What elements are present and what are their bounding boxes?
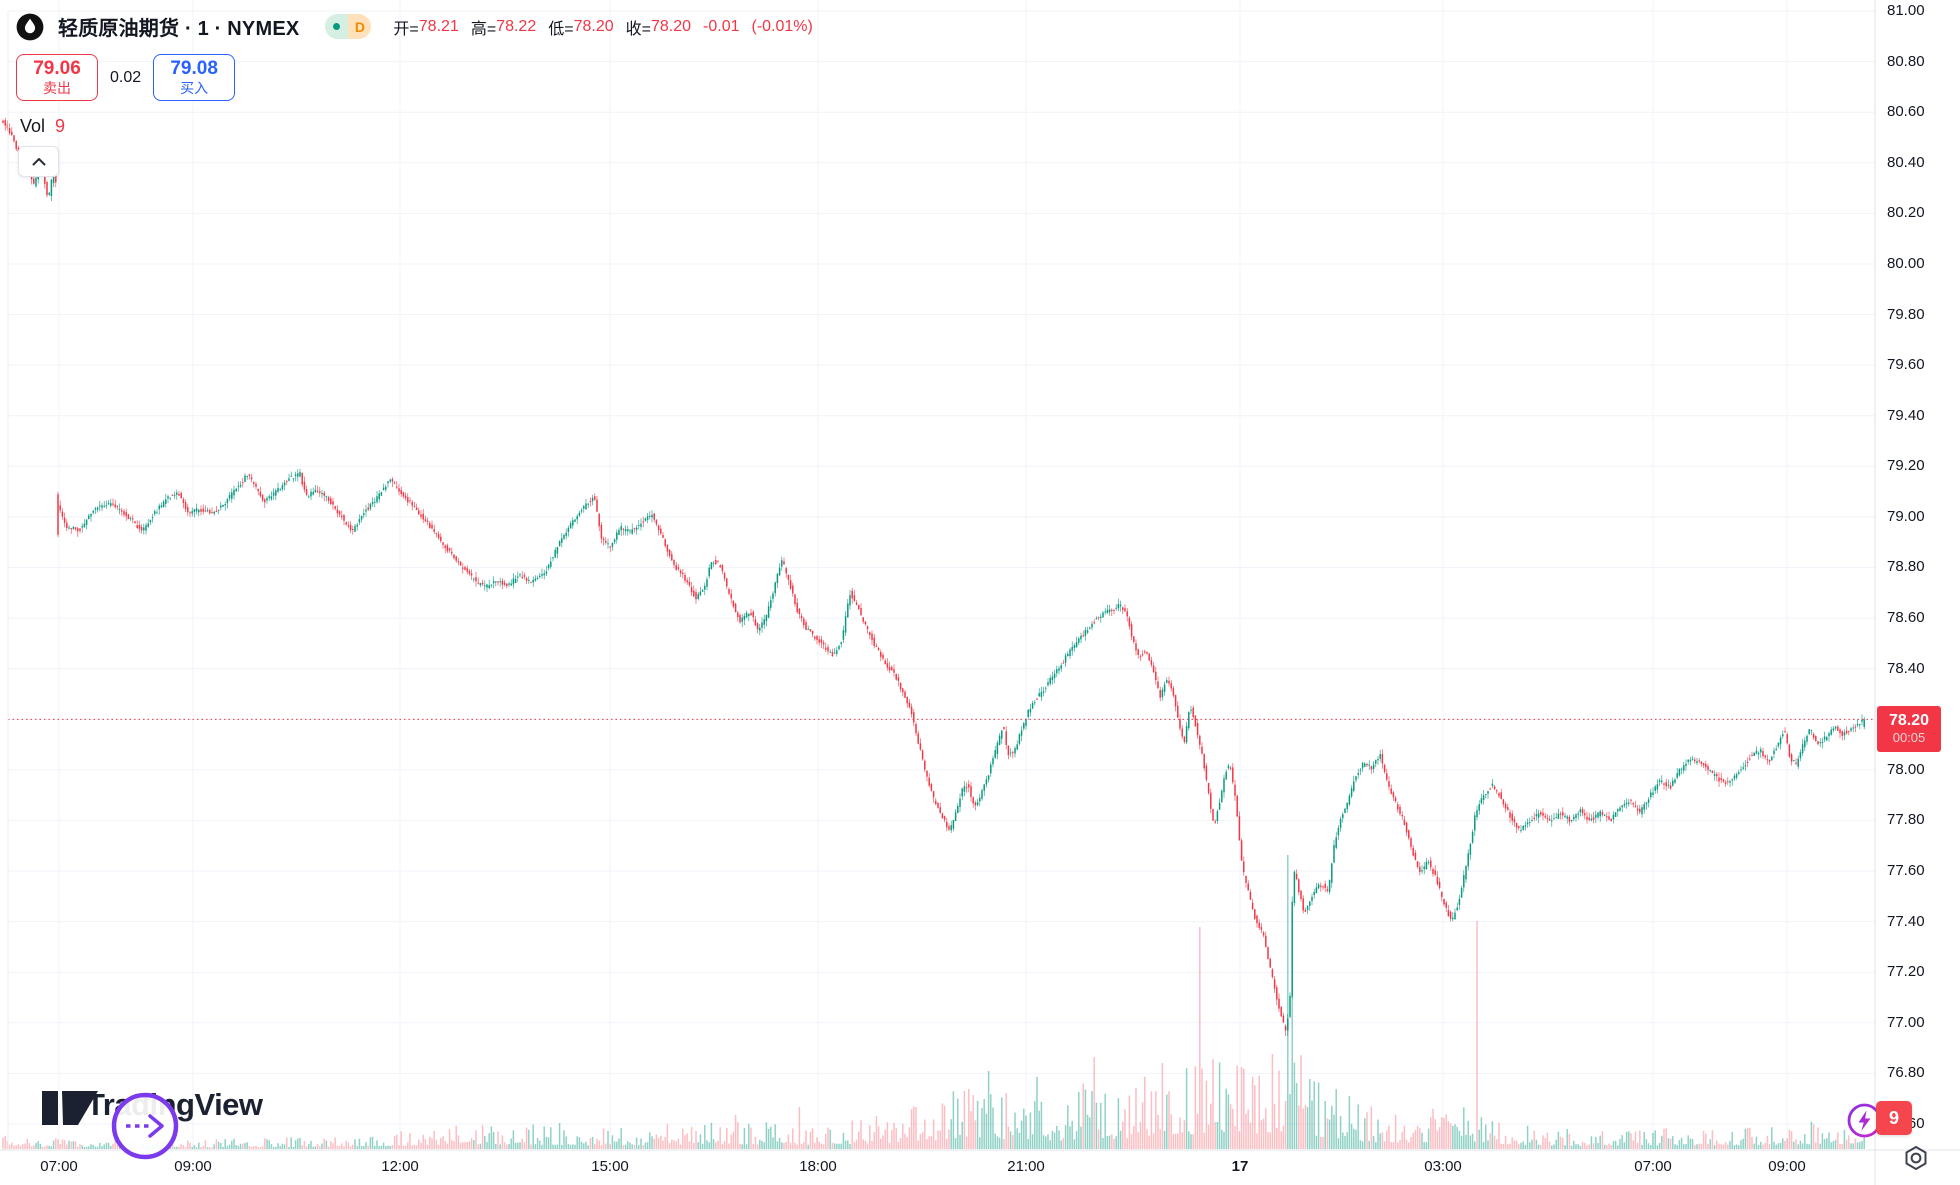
price-axis[interactable]: 81.00 80.80 80.60 80.40 80.20 80.00 79.80 79.60…: [1876, 0, 1960, 1150]
notification-badge: 9: [1876, 1101, 1912, 1135]
sell-price: 79.06: [33, 58, 81, 80]
tradingview-logo-icon: [42, 1091, 98, 1125]
oil-symbol-icon: [16, 13, 44, 40]
buy-button[interactable]: 79.08 买入: [153, 54, 236, 101]
time-tick-label: 12:00: [381, 1158, 419, 1175]
sell-label: 卖出: [43, 80, 71, 97]
volume-study-label[interactable]: Vol: [20, 116, 46, 136]
interval-toggle-pill[interactable]: D: [325, 14, 372, 39]
grid-layer: [8, 0, 1875, 1150]
green-dot-icon: [333, 23, 341, 30]
price-tick-label: 77.80: [1887, 811, 1925, 829]
trade-widget: 79.06 卖出 0.02 79.08 买入: [16, 54, 236, 101]
price-tick-label: 78.00: [1887, 760, 1925, 778]
time-tick-label: 03:00: [1424, 1158, 1462, 1175]
low-value: 78.20: [573, 17, 614, 35]
replay-button[interactable]: [105, 1086, 185, 1166]
price-tick-label: 79.60: [1887, 356, 1925, 374]
price-tick-label: 80.40: [1887, 153, 1925, 171]
high-value: 78.22: [496, 17, 537, 35]
price-tick-label: 80.00: [1887, 254, 1925, 272]
volume-study-value: 9: [55, 116, 66, 136]
price-tick-label: 76.80: [1887, 1064, 1925, 1082]
symbol-header: 轻质原油期货 · 1 · NYMEX D 开= 78.21 高= 78.22 低= 7…: [16, 12, 813, 41]
time-tick-label: 07:00: [40, 1158, 78, 1175]
collapse-pane-button[interactable]: [18, 146, 59, 177]
price-tick-label: 79.00: [1887, 507, 1925, 525]
price-tick-label: 81.00: [1887, 2, 1925, 19]
chevron-up-icon: [32, 158, 45, 166]
gear-icon-button[interactable]: [1902, 1144, 1930, 1172]
price-tick-label: 78.60: [1887, 609, 1925, 627]
close-label: 收=: [625, 20, 651, 38]
low-label: 低=: [548, 20, 574, 38]
interval-dot-indicator: [325, 14, 349, 39]
current-price-value: 78.20: [1888, 712, 1930, 730]
current-price-label: 78.20 00:05: [1877, 706, 1941, 752]
price-tick-label: 77.00: [1887, 1013, 1925, 1031]
time-axis[interactable]: 07:00 09:00 12:00 15:00 18:00 21:00 17 03:00 07:…: [0, 1150, 1960, 1185]
time-tick-label: 17: [1231, 1158, 1249, 1175]
price-tick-label: 79.20: [1887, 457, 1925, 475]
price-tick-label: 80.20: [1887, 204, 1925, 222]
price-tick-label: 80.60: [1887, 103, 1925, 121]
spread-value: 0.02: [110, 68, 142, 86]
volume-layer: [2, 855, 1865, 1149]
time-tick-label: 07:00: [1634, 1158, 1672, 1175]
price-tick-label: 79.40: [1887, 406, 1925, 424]
bar-countdown: 00:05: [1892, 729, 1926, 745]
time-tick-label: 15:00: [591, 1158, 629, 1175]
price-tick-label: 80.80: [1887, 52, 1925, 70]
change-percent: (-0.01%): [751, 17, 813, 35]
close-value: 78.20: [650, 17, 692, 35]
time-tick-label: 21:00: [1007, 1158, 1045, 1175]
symbol-title[interactable]: 轻质原油期货 · 1 · NYMEX: [58, 18, 300, 40]
price-tick-label: 78.40: [1887, 659, 1925, 677]
sell-button[interactable]: 79.06 卖出: [16, 54, 98, 101]
volume-study-legend: Vol 9: [20, 116, 65, 137]
candlestick-layer: [2, 117, 1865, 1036]
price-tick-label: 77.40: [1887, 912, 1925, 930]
buy-price: 79.08: [170, 58, 218, 80]
time-tick-label: 09:00: [174, 1158, 212, 1175]
price-tick-label: 79.80: [1887, 305, 1925, 323]
price-tick-label: 78.80: [1887, 558, 1925, 576]
buy-label: 买入: [180, 80, 209, 97]
open-value: 78.21: [418, 17, 459, 35]
open-label: 开=: [393, 20, 419, 38]
ohlc-readout: 开= 78.21 高= 78.22 低= 78.20 收= 78.20 -0.01 (-…: [393, 15, 812, 39]
high-label: 高=: [470, 20, 497, 38]
price-tick-label: 77.60: [1887, 862, 1925, 880]
change-value: -0.01: [703, 17, 740, 35]
interval-badge: D: [348, 14, 372, 39]
time-tick-label: 09:00: [1768, 1158, 1806, 1175]
time-tick-label: 18:00: [799, 1158, 837, 1175]
price-tick-label: 77.20: [1887, 963, 1925, 981]
